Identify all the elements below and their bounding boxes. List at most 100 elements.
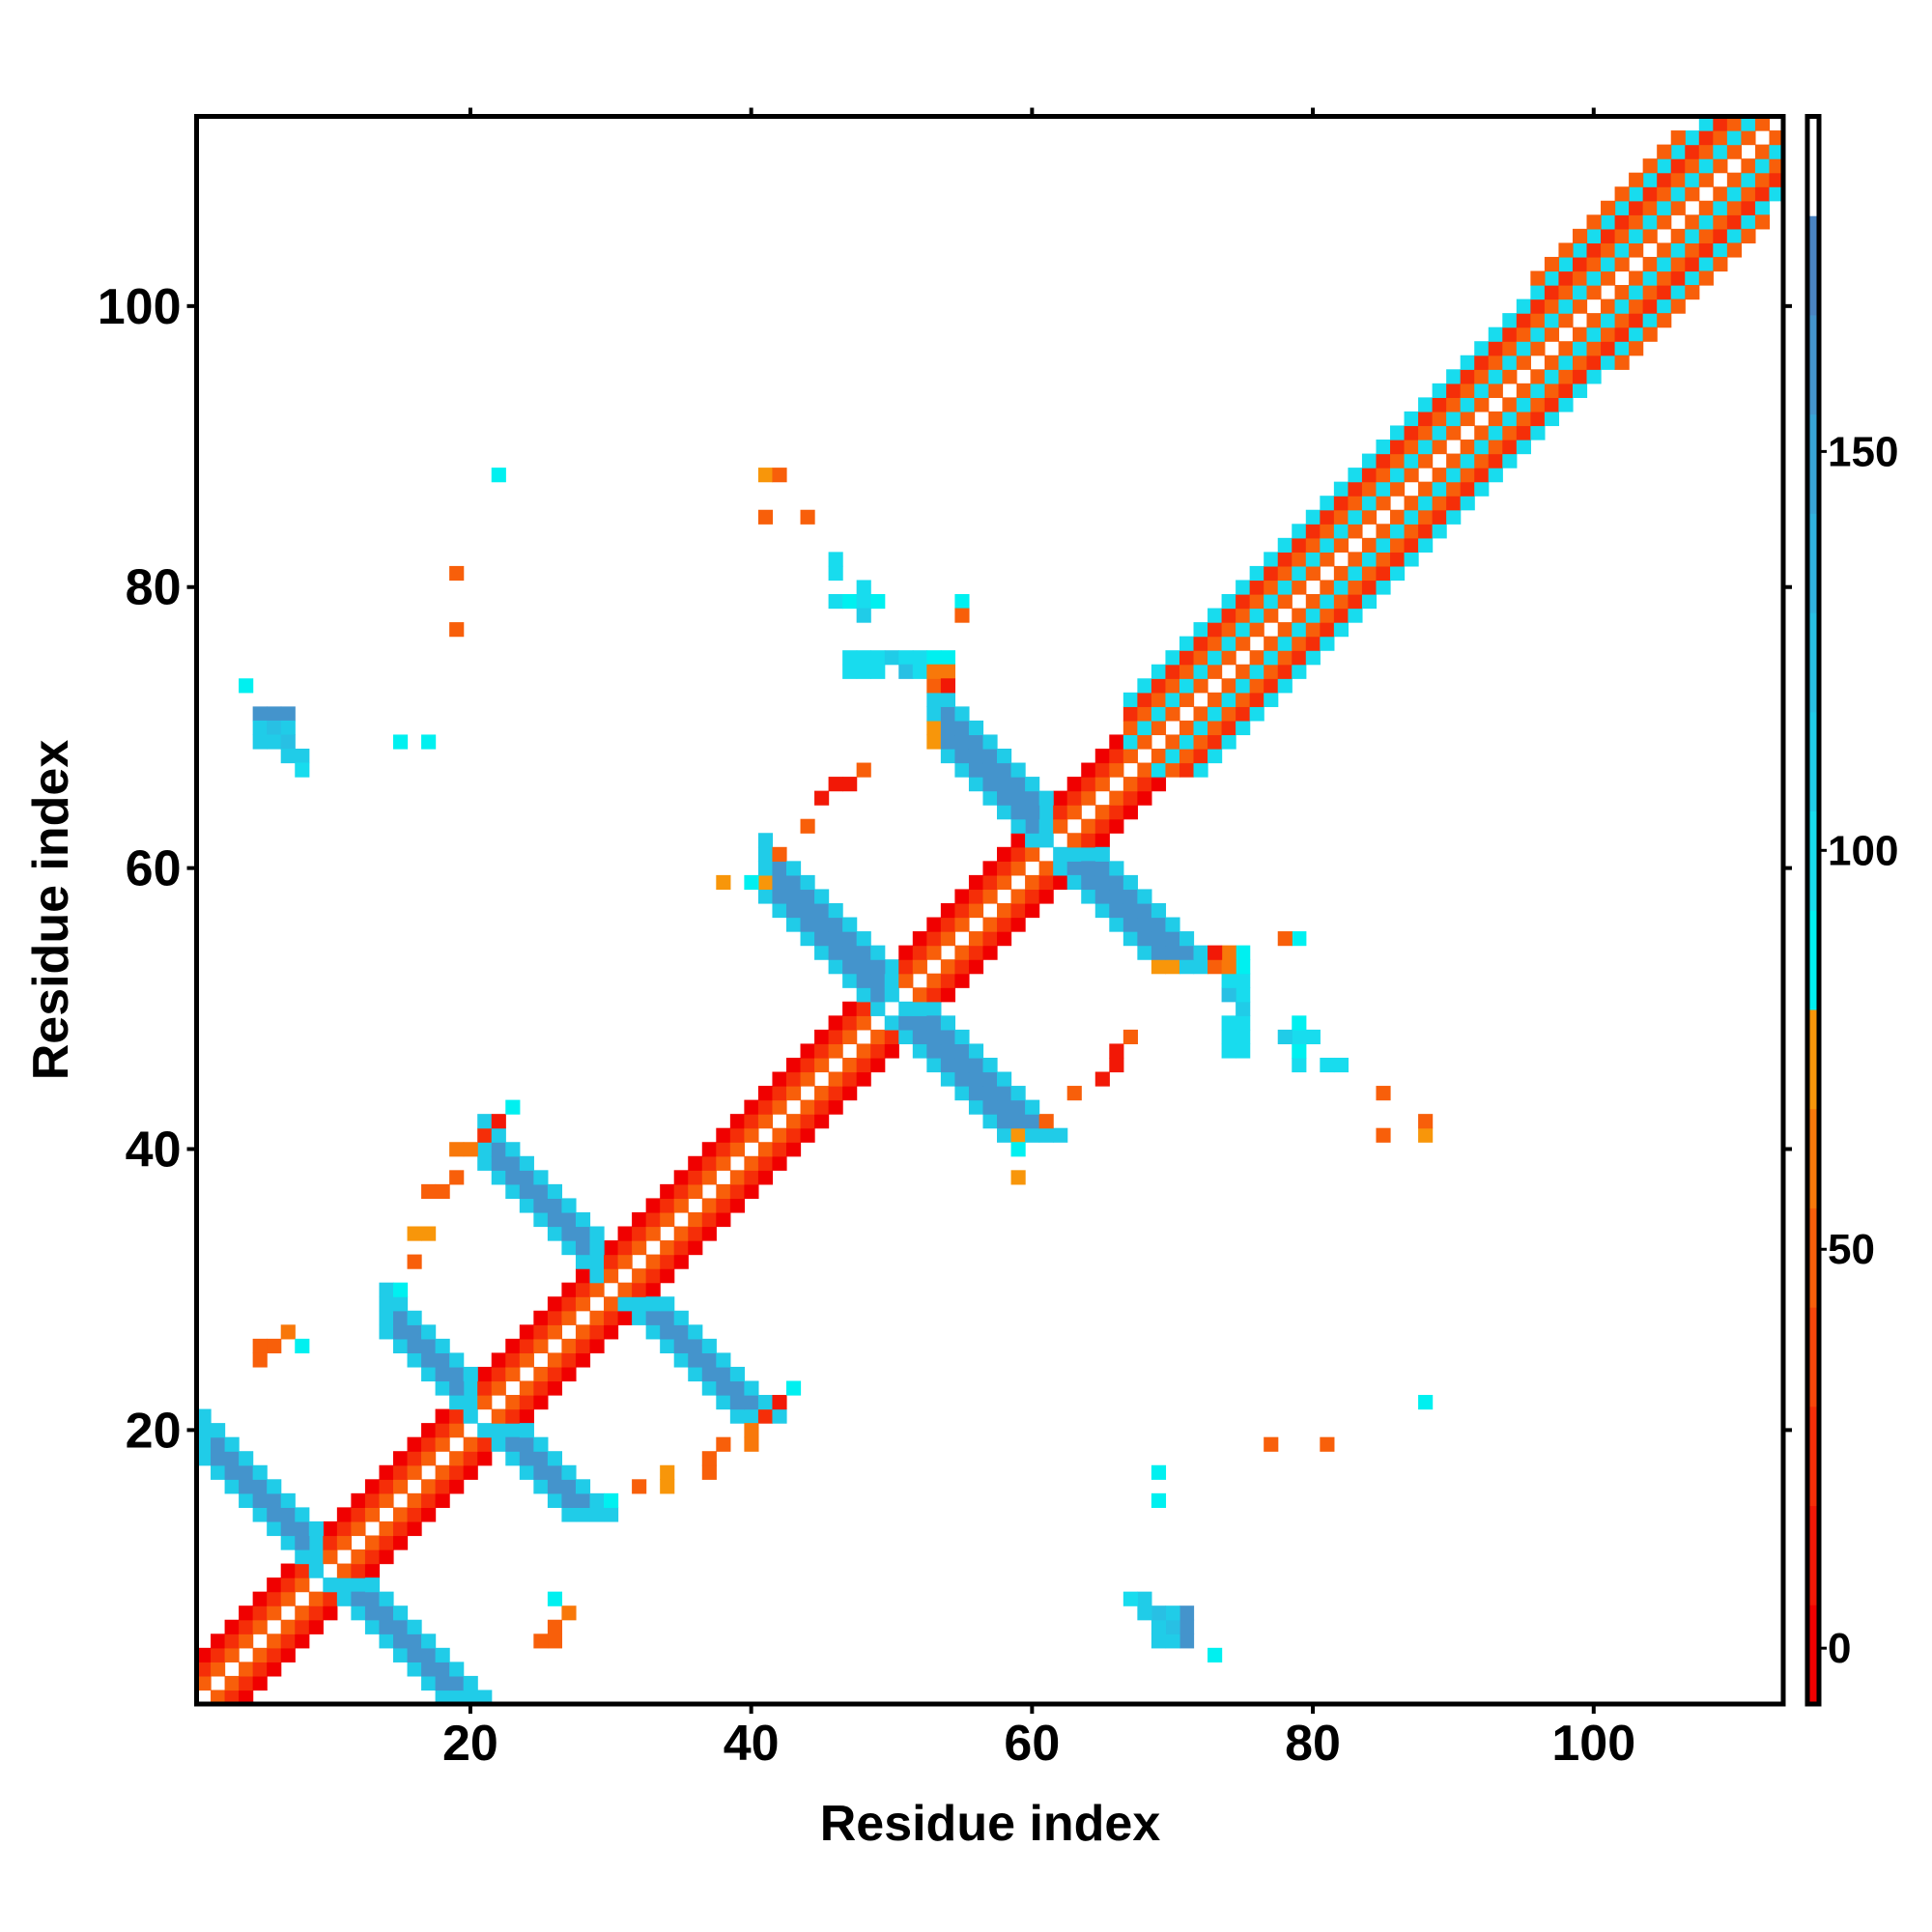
heatmap-cell	[785, 1086, 802, 1101]
heatmap-cell	[997, 1127, 1012, 1143]
heatmap-cell	[1657, 285, 1672, 300]
heatmap-cell	[267, 1662, 282, 1677]
heatmap-cell	[477, 1114, 493, 1129]
heatmap-cell	[323, 1605, 338, 1621]
heatmap-cell	[898, 664, 914, 679]
heatmap-cell	[252, 1662, 268, 1677]
colorbar-tick-label: 100	[1828, 827, 1898, 874]
heatmap-cell	[940, 917, 956, 932]
heatmap-cell	[1137, 692, 1152, 707]
heatmap-cell	[1713, 144, 1728, 159]
heatmap-cell	[1601, 256, 1616, 272]
heatmap-cell	[940, 1015, 956, 1031]
heatmap-cell	[1264, 580, 1279, 595]
heatmap-cell	[379, 1464, 394, 1480]
heatmap-cell	[561, 1296, 577, 1312]
heatmap-cell	[744, 1408, 759, 1424]
heatmap-cell	[1165, 678, 1180, 694]
heatmap-cell	[1446, 411, 1462, 427]
heatmap-cell	[1629, 313, 1644, 328]
heatmap-cell	[308, 1605, 324, 1621]
heatmap-cell	[1670, 298, 1686, 314]
heatmap-cell	[435, 1479, 450, 1494]
heatmap-cell	[1249, 594, 1264, 610]
heatmap-cell	[1122, 692, 1138, 707]
heatmap-cell	[1137, 945, 1152, 960]
heatmap-cell	[491, 1423, 506, 1438]
heatmap-cell	[757, 874, 774, 891]
heatmap-cell	[407, 1451, 422, 1466]
heatmap-cell	[392, 1647, 409, 1662]
heatmap-cell	[211, 1436, 226, 1452]
heatmap-cell	[940, 734, 956, 750]
heatmap-cell	[1432, 468, 1447, 483]
heatmap-cell	[1348, 608, 1363, 623]
heatmap-cell	[842, 959, 858, 975]
heatmap-cell	[1249, 692, 1264, 707]
heatmap-cell	[1137, 706, 1152, 722]
heatmap-cell	[1109, 818, 1124, 834]
heatmap-cell	[1025, 874, 1040, 891]
heatmap-cell	[1137, 790, 1152, 806]
heatmap-cell	[757, 889, 774, 904]
heatmap-cell	[1264, 636, 1279, 651]
heatmap-cell	[954, 902, 970, 919]
heatmap-cell	[1601, 228, 1616, 243]
heatmap-cell	[1333, 496, 1350, 511]
heatmap-cell	[1432, 411, 1447, 427]
heatmap-cell	[954, 973, 970, 988]
heatmap-cell	[1137, 720, 1152, 736]
heatmap-cell	[1516, 440, 1531, 455]
heatmap-cell	[196, 1675, 212, 1691]
heatmap-cell	[435, 1690, 450, 1705]
heatmap-cell	[1446, 425, 1462, 440]
heatmap-cell	[1320, 594, 1335, 610]
heatmap-cell	[968, 734, 984, 750]
heatmap-cell	[421, 1183, 437, 1200]
heatmap-cell	[701, 1451, 717, 1466]
heatmap-cell	[940, 973, 956, 988]
heatmap-cell	[800, 902, 815, 919]
heatmap-cell	[1122, 805, 1138, 820]
heatmap-cell	[1122, 1029, 1138, 1045]
heatmap-cell	[1530, 383, 1546, 398]
heatmap-cell	[295, 1507, 310, 1522]
heatmap-cell	[1642, 172, 1658, 187]
heatmap-cell	[1361, 496, 1378, 511]
heatmap-cell	[617, 1296, 633, 1312]
heatmap-cell	[1151, 902, 1167, 919]
heatmap-cell	[968, 777, 984, 792]
heatmap-cell	[505, 1183, 521, 1200]
heatmap-cell	[547, 1366, 563, 1382]
heatmap-cell	[673, 1254, 689, 1269]
heatmap-cell	[1502, 355, 1518, 370]
heatmap-cell	[1460, 397, 1475, 412]
heatmap-cell	[323, 1591, 338, 1606]
heatmap-cell	[533, 1451, 549, 1466]
heatmap-cell	[1236, 622, 1251, 638]
x-tick-label: 20	[442, 1716, 498, 1772]
colorbar-bin	[1807, 215, 1819, 316]
heatmap-cell	[392, 1282, 409, 1297]
heatmap-cell	[800, 509, 815, 525]
heatmap-cell	[1025, 1127, 1040, 1143]
heatmap-cell	[1474, 341, 1490, 356]
heatmap-cell	[1698, 130, 1714, 146]
heatmap-cell	[392, 1507, 409, 1522]
heatmap-cell	[1305, 1029, 1321, 1045]
heatmap-cell	[884, 650, 899, 666]
heatmap-cell	[1572, 355, 1588, 370]
heatmap-cell	[1685, 186, 1700, 202]
heatmap-cell	[1474, 481, 1490, 497]
heatmap-cell	[392, 1464, 409, 1480]
heatmap-cell	[1488, 327, 1503, 342]
heatmap-cell	[673, 1352, 689, 1368]
heatmap-cell	[744, 1183, 759, 1200]
heatmap-cell	[1488, 383, 1503, 398]
heatmap-cell	[421, 1436, 437, 1452]
heatmap-cell	[785, 1114, 802, 1129]
heatmap-cell	[673, 1324, 689, 1340]
heatmap-cell	[519, 1380, 534, 1396]
heatmap-cell	[1713, 158, 1728, 174]
heatmap-cell	[940, 1043, 956, 1059]
